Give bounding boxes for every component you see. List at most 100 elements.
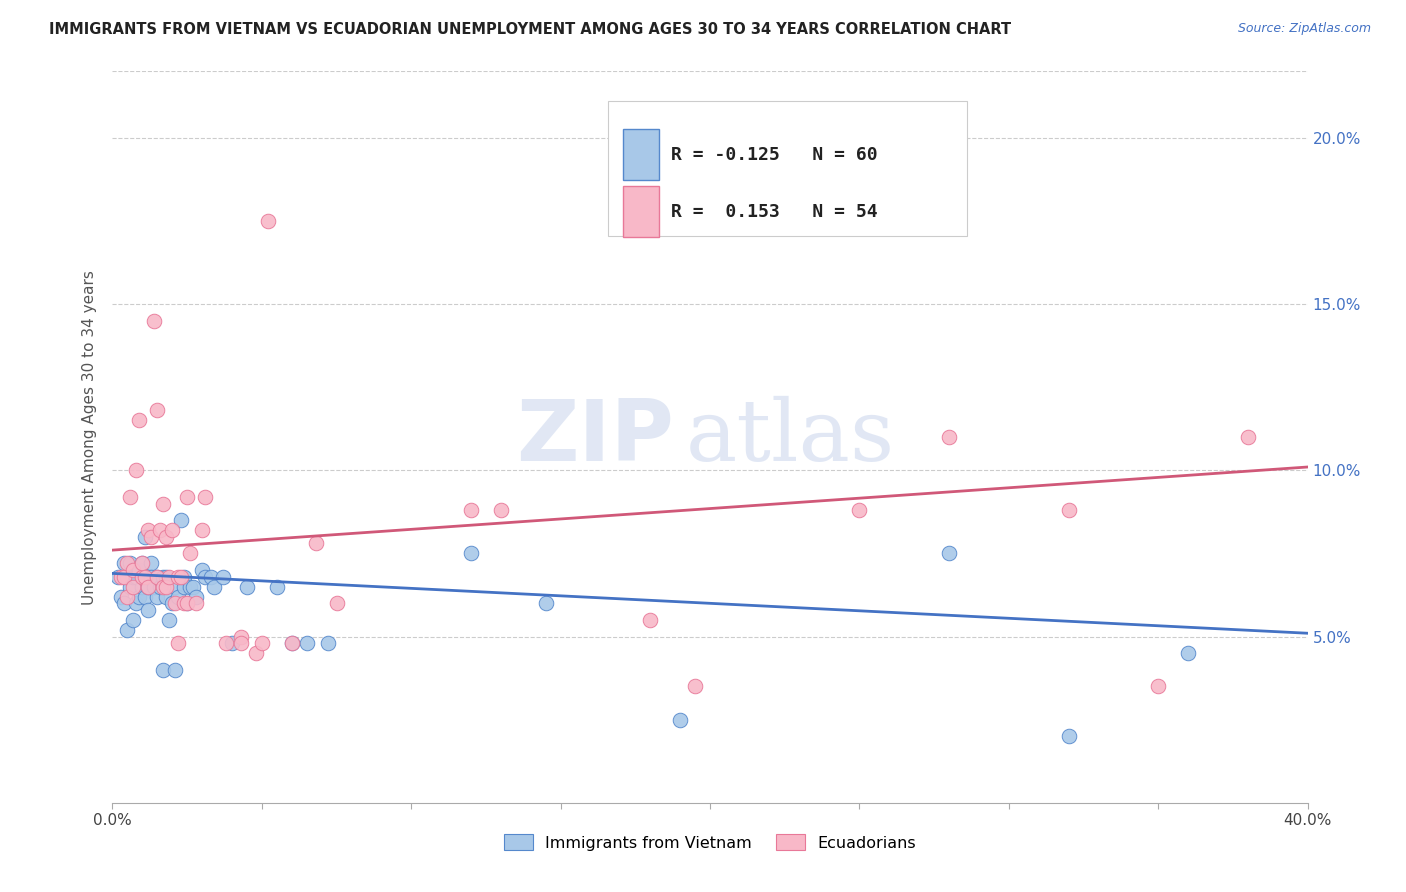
Point [157, 570, 180, 584]
Point [266, 580, 288, 594]
Bar [623, 186, 658, 237]
Point [117, 570, 139, 584]
Point [149, 523, 172, 537]
Point [325, 596, 347, 610]
Point [152, 497, 174, 511]
Point [173, 596, 195, 610]
Point [281, 636, 304, 650]
Point [1057, 503, 1080, 517]
Point [460, 546, 482, 560]
Point [125, 570, 148, 584]
Point [167, 636, 190, 650]
Point [202, 580, 225, 594]
Point [117, 590, 139, 604]
Point [138, 603, 160, 617]
Point [155, 570, 177, 584]
Point [128, 413, 150, 427]
Point [186, 590, 208, 604]
Point [131, 557, 153, 571]
Point [131, 580, 153, 594]
Point [250, 636, 273, 650]
Point [143, 580, 166, 594]
Point [316, 636, 339, 650]
Point [1147, 680, 1170, 694]
Point [152, 580, 174, 594]
Point [114, 596, 135, 610]
Point [173, 580, 195, 594]
Point [162, 523, 183, 537]
Point [146, 403, 169, 417]
Point [117, 623, 139, 637]
Point [122, 580, 145, 594]
Point [176, 596, 198, 610]
Point [221, 636, 243, 650]
Point [107, 570, 129, 584]
Point [152, 663, 174, 677]
Point [155, 580, 177, 594]
Point [170, 570, 193, 584]
Point [125, 596, 148, 610]
Point [212, 570, 235, 584]
Text: Source: ZipAtlas.com: Source: ZipAtlas.com [1237, 22, 1371, 36]
Point [120, 490, 142, 504]
Point [134, 570, 156, 584]
Point [640, 613, 662, 627]
Bar [623, 129, 658, 180]
Point [1177, 646, 1199, 660]
Point [138, 580, 160, 594]
Point [131, 570, 153, 584]
Point [128, 590, 150, 604]
Point [143, 314, 166, 328]
Point [141, 570, 163, 584]
Point [191, 523, 214, 537]
Point [157, 613, 180, 627]
Point [110, 570, 132, 584]
Point [128, 563, 150, 577]
Point [194, 570, 217, 584]
Point [229, 630, 252, 644]
Point [167, 570, 190, 584]
Point [194, 490, 217, 504]
Point [236, 580, 259, 594]
Point [138, 523, 160, 537]
Point [170, 513, 193, 527]
Y-axis label: Unemployment Among Ages 30 to 34 years: Unemployment Among Ages 30 to 34 years [82, 269, 97, 605]
Text: R = -0.125   N = 60: R = -0.125 N = 60 [671, 145, 877, 164]
Point [146, 590, 169, 604]
Point [149, 580, 172, 594]
Point [176, 596, 198, 610]
Point [141, 557, 163, 571]
Point [848, 503, 870, 517]
FancyBboxPatch shape [609, 101, 967, 235]
Point [181, 580, 204, 594]
Point [165, 596, 187, 610]
Point [120, 557, 142, 571]
Point [117, 557, 139, 571]
Point [245, 646, 267, 660]
Point [534, 596, 557, 610]
Point [186, 596, 208, 610]
Point [122, 570, 145, 584]
Point [176, 490, 198, 504]
Point [110, 590, 132, 604]
Point [1237, 430, 1260, 444]
Point [179, 580, 201, 594]
Point [489, 503, 512, 517]
Point [200, 570, 222, 584]
Point [131, 557, 153, 571]
Text: R =  0.153   N = 54: R = 0.153 N = 54 [671, 202, 877, 220]
Point [155, 530, 177, 544]
Point [305, 536, 328, 550]
Point [152, 570, 174, 584]
Point [146, 570, 169, 584]
Point [162, 596, 183, 610]
Point [134, 590, 156, 604]
Point [114, 570, 135, 584]
Text: atlas: atlas [686, 395, 896, 479]
Point [938, 430, 960, 444]
Point [229, 636, 252, 650]
Point [257, 214, 280, 228]
Text: IMMIGRANTS FROM VIETNAM VS ECUADORIAN UNEMPLOYMENT AMONG AGES 30 TO 34 YEARS COR: IMMIGRANTS FROM VIETNAM VS ECUADORIAN UN… [49, 22, 1011, 37]
Point [141, 530, 163, 544]
Point [125, 463, 148, 477]
